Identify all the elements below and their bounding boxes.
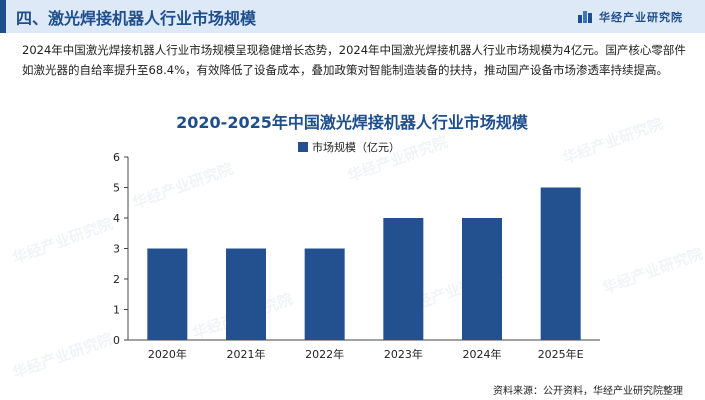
x-tick-label: 2024年 [463, 347, 502, 361]
y-tick-label: 2 [113, 273, 120, 286]
bar [304, 248, 345, 340]
bar [226, 248, 266, 340]
y-tick-label: 1 [113, 304, 120, 317]
x-tick-label: 2023年 [384, 347, 423, 361]
x-tick-label: 2022年 [305, 347, 344, 361]
section-title: 四、激光焊接机器人行业市场规模 [16, 9, 257, 28]
x-tick-label: 2025年E [538, 347, 584, 361]
y-tick-label: 5 [113, 182, 120, 195]
y-tick-label: 3 [113, 243, 120, 256]
legend-swatch [298, 142, 308, 152]
bar [462, 218, 502, 340]
bar [147, 248, 188, 340]
legend-label: 市场规模（亿元） [312, 140, 400, 154]
chart-title: 2020-2025年中国激光焊接机器人行业市场规模 [176, 113, 529, 132]
y-tick-label: 4 [113, 212, 120, 225]
y-tick-label: 0 [113, 334, 120, 347]
brand-name: 华经产业研究院 [599, 11, 683, 24]
chart-legend: 市场规模（亿元） [298, 140, 400, 154]
section-header: 四、激光焊接机器人行业市场规模 华经产业研究院 [0, 0, 705, 33]
bars [147, 187, 581, 340]
chart-axes: 0 1 2 3 4 5 6 2020年 2021年 2022年 2023年 2024年 2025年E [113, 151, 600, 361]
brand-logo-icon [578, 11, 593, 23]
intro-paragraph: 2024年中国激光焊接机器人行业市场规模呈现稳健增长态势，2024年中国激光焊接… [22, 43, 686, 77]
header-accent-bar [0, 0, 6, 33]
bar [383, 218, 424, 340]
bar [540, 187, 581, 340]
y-tick-label: 6 [113, 151, 120, 164]
x-tick-label: 2020年 [148, 347, 187, 361]
source-note: 资料来源：公开资料，华经产业研究院整理 [493, 386, 683, 397]
x-tick-label: 2021年 [227, 347, 266, 361]
brand: 华经产业研究院 [578, 9, 683, 25]
